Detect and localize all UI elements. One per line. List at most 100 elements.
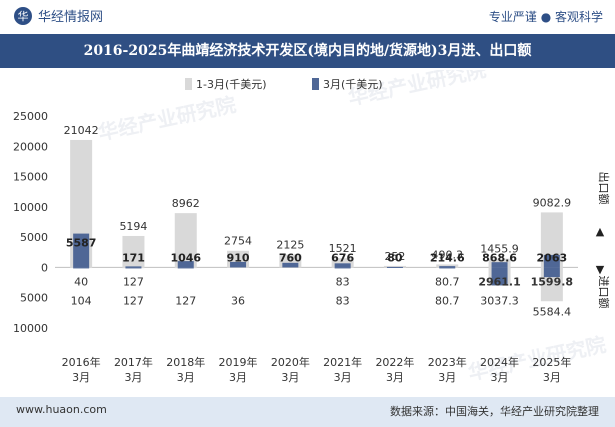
x-tick-label: 3月 xyxy=(543,371,561,384)
data-label-export-month: 2063 xyxy=(537,251,568,264)
bar-import-month xyxy=(543,267,560,278)
data-label-export-ytd: 2125 xyxy=(276,239,304,252)
data-label-export-month: 1046 xyxy=(170,251,201,264)
x-tick-label: 3月 xyxy=(177,371,195,384)
brand-logo-icon: 华 xyxy=(14,6,32,25)
top-bar: 华 华经情报网 专业严谨 ● 客观科学 xyxy=(0,0,615,32)
x-tick-label: 3月 xyxy=(72,371,90,384)
data-label-import-ytd: 80.7 xyxy=(435,294,460,307)
y-tick-label: 5000 xyxy=(20,292,48,305)
brand[interactable]: 华 华经情报网 xyxy=(14,6,103,25)
legend-swatch xyxy=(312,78,319,90)
x-tick-label: 3月 xyxy=(386,371,404,384)
watermark-text: 华经产业研究院 xyxy=(96,92,238,145)
x-tick-label: 3月 xyxy=(334,371,352,384)
data-label-export-month: 676 xyxy=(331,251,354,264)
x-tick-label: 2021年 xyxy=(323,355,362,369)
data-label-import-month: 1599.8 xyxy=(531,275,573,288)
bar-export-month xyxy=(439,266,456,268)
arrow-down-icon: ▼ xyxy=(596,263,605,276)
brand-name: 华经情报网 xyxy=(38,10,104,25)
bar-import-month xyxy=(73,267,90,269)
x-tick-label: 2022年 xyxy=(375,355,414,369)
legend-label: 3月(千美元) xyxy=(323,78,383,91)
footer-source: 数据来源：中国海关，华经产业研究院整理 xyxy=(390,405,599,418)
bar-export-month xyxy=(386,266,403,268)
bar-export-ytd xyxy=(540,212,563,268)
data-label-import-month: 83 xyxy=(336,275,350,288)
data-label-export-month: 5587 xyxy=(66,237,97,250)
data-label-import-ytd: 127 xyxy=(175,294,196,307)
x-tick-label: 3月 xyxy=(124,371,142,384)
bar-import-month xyxy=(177,267,194,269)
data-label-import-month: 2961.1 xyxy=(478,275,520,288)
data-label-import-month: 80.7 xyxy=(435,275,460,288)
y-tick-label: 10000 xyxy=(13,322,48,335)
footer: www.huaon.com 数据来源：中国海关，华经产业研究院整理 xyxy=(0,397,615,427)
data-label-export-month: 80 xyxy=(387,251,403,264)
data-label-export-ytd: 252 xyxy=(384,250,405,263)
title-bar: 2016-2025年曲靖经济技术开发区(境内目的地/货源地)3月进、出口额 xyxy=(0,34,615,68)
y-tick-label: 10000 xyxy=(13,201,48,214)
bar-export-month xyxy=(334,263,351,268)
side-label-import: 进口额 xyxy=(597,276,610,309)
y-tick-label: 20000 xyxy=(13,140,48,153)
legend-swatch xyxy=(185,78,192,90)
x-tick-label: 2016年 xyxy=(62,355,101,369)
x-tick-label: 2025年 xyxy=(532,355,571,369)
y-tick-label: 25000 xyxy=(13,110,48,123)
x-tick-label: 3月 xyxy=(491,371,509,384)
data-label-import-ytd: 127 xyxy=(123,294,144,307)
x-tick-label: 2018年 xyxy=(166,355,205,369)
y-tick-label: 5000 xyxy=(20,231,48,244)
x-tick-label: 2020年 xyxy=(271,355,310,369)
data-label-export-month: 214.6 xyxy=(430,251,465,264)
legend-label: 1-3月(千美元) xyxy=(196,78,267,91)
data-label-export-ytd: 5194 xyxy=(119,220,147,233)
bar-export-ytd xyxy=(174,213,197,268)
bar-export-ytd xyxy=(331,258,354,268)
bar-export-month xyxy=(282,262,299,268)
x-tick-label: 2019年 xyxy=(219,355,258,369)
bar-export-month xyxy=(177,261,194,268)
footer-site[interactable]: www.huaon.com xyxy=(16,403,107,416)
bar-export-ytd xyxy=(436,264,459,268)
data-label-import-ytd: 104 xyxy=(71,294,92,307)
y-tick-label: 0 xyxy=(41,261,48,274)
bar-import-month xyxy=(491,267,508,286)
data-label-export-month: 760 xyxy=(279,251,302,264)
x-tick-label: 3月 xyxy=(229,371,247,384)
bar-import-ytd xyxy=(227,267,250,268)
x-tick-label: 2024年 xyxy=(480,355,519,369)
bar-export-month xyxy=(491,262,508,268)
data-label-import-ytd: 3037.3 xyxy=(480,294,519,307)
data-label-export-ytd: 21042 xyxy=(64,124,99,137)
data-label-import-ytd: 5584.4 xyxy=(533,305,572,318)
data-label-export-month: 171 xyxy=(122,251,145,264)
bar-import-month xyxy=(334,267,351,269)
data-label-export-ytd: 1455.9 xyxy=(480,243,519,256)
bar-import-month xyxy=(439,267,456,269)
bar-export-month xyxy=(125,266,142,268)
data-label-export-ytd: 2754 xyxy=(224,235,252,248)
data-label-export-month: 910 xyxy=(227,251,250,264)
chart-title: 2016-2025年曲靖经济技术开发区(境内目的地/货源地)3月进、出口额 xyxy=(83,43,532,59)
x-tick-label: 2017年 xyxy=(114,355,153,369)
bar-export-month xyxy=(543,254,560,268)
bar-export-month xyxy=(73,233,90,268)
data-label-import-ytd: 36 xyxy=(231,294,245,307)
data-label-export-ytd: 490.3 xyxy=(432,248,464,261)
data-label-export-ytd: 9082.9 xyxy=(533,196,572,209)
bar-export-month xyxy=(230,261,247,268)
x-tick-label: 2023年 xyxy=(428,355,467,369)
data-label-export-month: 868.6 xyxy=(482,251,517,264)
side-label-export: 出口额 xyxy=(597,172,611,205)
data-label-import-ytd: 83 xyxy=(336,294,350,307)
x-tick-label: 3月 xyxy=(281,371,299,384)
y-tick-label: 15000 xyxy=(13,171,48,184)
data-label-export-ytd: 8962 xyxy=(172,197,200,210)
bar-export-ytd xyxy=(122,235,145,268)
bar-export-ytd xyxy=(383,265,406,268)
slogan: 专业严谨 ● 客观科学 xyxy=(488,10,603,24)
